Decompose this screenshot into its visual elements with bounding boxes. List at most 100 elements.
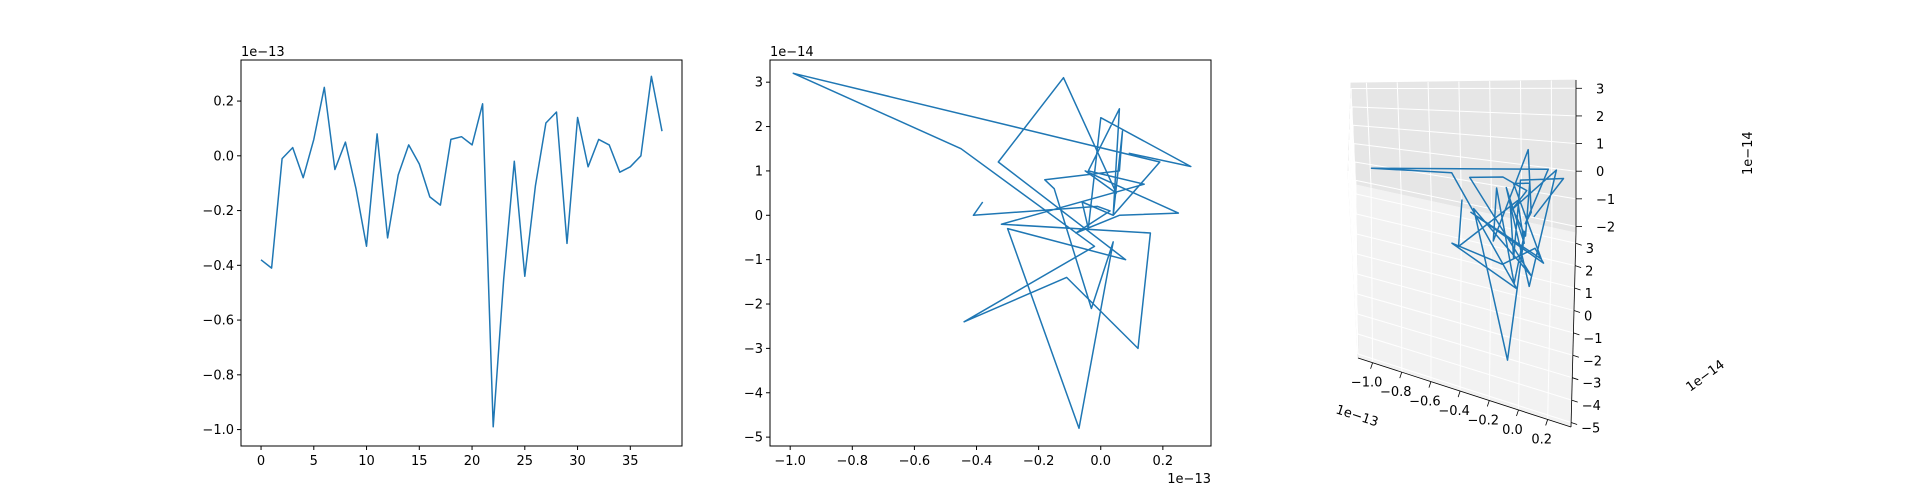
x-tick-mark — [1516, 409, 1519, 417]
z-tick-label: 2 — [1596, 110, 1604, 125]
z-tick-label: 0 — [1596, 165, 1604, 180]
series-line — [1370, 148, 1565, 361]
x-tick-label: 0 — [257, 454, 265, 469]
y-tick-mark — [1575, 265, 1582, 269]
y-tick-label: 0 — [1584, 309, 1592, 324]
y-tick-mark — [1571, 399, 1578, 403]
xy-line-chart-panel: −1.0 −0.8 −0.6 −0.4 −0.2 0.0 0.2 −5 −4 −3 −2 −1 0 1 2… — [744, 45, 1212, 487]
grid-line — [1349, 106, 1353, 217]
grid-line — [1547, 226, 1553, 420]
x-tick-label: 35 — [622, 454, 639, 469]
x-tick-label: 10 — [358, 454, 375, 469]
y-tick-mark — [1573, 332, 1580, 336]
x-tick-label: 0.2 — [1531, 432, 1552, 447]
x-tick-label: −0.8 — [837, 454, 869, 469]
z-tick-label: 1 — [1596, 138, 1604, 153]
series-line — [792, 72, 1192, 430]
grid-line — [1353, 124, 1577, 145]
grid-line — [1354, 161, 1357, 318]
grid-line — [1355, 179, 1577, 227]
y-tick-mark — [1570, 422, 1578, 425]
y-tick-mark — [1573, 310, 1581, 313]
y-tick-label: −4 — [1582, 399, 1601, 414]
grid-line — [1396, 82, 1402, 194]
series-lines — [260, 75, 663, 428]
grid-line — [1357, 353, 1572, 423]
grid-lines — [1347, 80, 1577, 423]
x-tick-label: −0.2 — [1023, 454, 1055, 469]
grid-line — [1370, 187, 1374, 363]
x-tick-label: −0.6 — [1409, 395, 1441, 410]
y-tick-label: 1 — [755, 164, 763, 179]
z-axis-ticks: −2 −1 0 1 2 3 — [1576, 82, 1615, 235]
y-tick-label: −3 — [744, 342, 763, 357]
grid-line — [1550, 80, 1553, 227]
y-tick-label: −4 — [744, 386, 763, 401]
x-axis-ticks: 0 5 10 15 20 25 30 35 — [257, 446, 639, 469]
grid-line — [1357, 313, 1573, 379]
x-tick-label: 5 — [310, 454, 318, 469]
axis-lines — [1357, 80, 1577, 428]
y-offset-label: 1e−13 — [241, 45, 285, 60]
grid-line — [1357, 333, 1572, 401]
x-tick-mark — [1370, 362, 1373, 369]
axis-line — [1357, 357, 1572, 428]
y-tick-label: 2 — [755, 120, 763, 135]
grid-line — [1427, 81, 1432, 201]
y-tick-label: −1 — [1583, 332, 1602, 347]
y-tick-label: 2 — [1585, 265, 1593, 280]
x-tick-label: 25 — [517, 454, 534, 469]
y-tick-label: −0.4 — [202, 259, 234, 274]
x-tick-label: 0.0 — [1090, 454, 1111, 469]
x-offset-label: 1e−13 — [1167, 472, 1211, 487]
z-tick-label: 3 — [1596, 82, 1604, 97]
grid-line — [1357, 293, 1573, 356]
axis-line — [1570, 231, 1577, 428]
grid-line — [1356, 273, 1574, 334]
y-tick-mark — [1572, 377, 1579, 381]
x-axis-ticks: −1.0 −0.8 −0.6 −0.4 −0.2 0.0 0.2 — [774, 446, 1173, 469]
grid-line — [1356, 253, 1575, 311]
y-tick-label: −0.8 — [202, 368, 234, 383]
y-tick-label: 3 — [755, 76, 763, 91]
y-tick-label: −5 — [744, 431, 763, 446]
y-tick-label: −1.0 — [202, 423, 234, 438]
x-tick-mark — [1545, 419, 1549, 426]
series-line — [260, 75, 663, 428]
z-tick-label: −2 — [1596, 220, 1615, 235]
grid-line — [1348, 88, 1352, 184]
grid-line — [1365, 82, 1372, 188]
plot-area-frame — [240, 59, 683, 447]
grid-line — [1351, 125, 1354, 251]
grid-line — [1353, 143, 1577, 172]
grid-line — [1458, 81, 1462, 208]
z-offset-label: 1e−14 — [1741, 131, 1756, 175]
y-tick-label: −5 — [1581, 422, 1600, 437]
grid-line — [1356, 193, 1576, 244]
x-tick-label: −1.0 — [1351, 376, 1383, 391]
x-tick-mark — [1486, 400, 1490, 407]
x-tick-label: −0.8 — [1380, 385, 1412, 400]
grid-line — [1352, 106, 1577, 117]
y-tick-label: −2 — [1583, 354, 1602, 369]
grid-line — [1356, 233, 1575, 289]
x-tick-mark — [1399, 372, 1403, 379]
x-tick-label: −0.4 — [1438, 404, 1470, 419]
y-tick-label: 1 — [1585, 287, 1593, 302]
y-axis-ticks: −1.0 −0.8 −0.6 −0.4 −0.2 0.0 0.2 — [202, 95, 241, 438]
3d-line-chart-panel: −1.0−0.8−0.6−0.4−0.20.0 0.2 −5 −4 −3 −2 −1 0 1 2… — [1334, 79, 1756, 447]
y-tick-label: −0.6 — [202, 314, 234, 329]
y-tick-label: −3 — [1582, 377, 1601, 392]
series-lines — [1370, 148, 1565, 361]
plot-area-frame — [769, 59, 1212, 447]
y-tick-label: 0.2 — [213, 95, 234, 110]
x-tick-label: −0.6 — [899, 454, 931, 469]
x-tick-label: −0.2 — [1468, 414, 1500, 429]
grid-line — [1347, 170, 1359, 355]
x-tick-label: 15 — [411, 454, 428, 469]
x-tick-label: −1.0 — [774, 454, 806, 469]
line-chart-panel: 0 5 10 15 20 25 30 35 −1.0 −0.8 −0.6 −0.4 −0.2 0.0 0.… — [202, 45, 683, 469]
y-offset-label: 1e−14 — [770, 45, 814, 60]
